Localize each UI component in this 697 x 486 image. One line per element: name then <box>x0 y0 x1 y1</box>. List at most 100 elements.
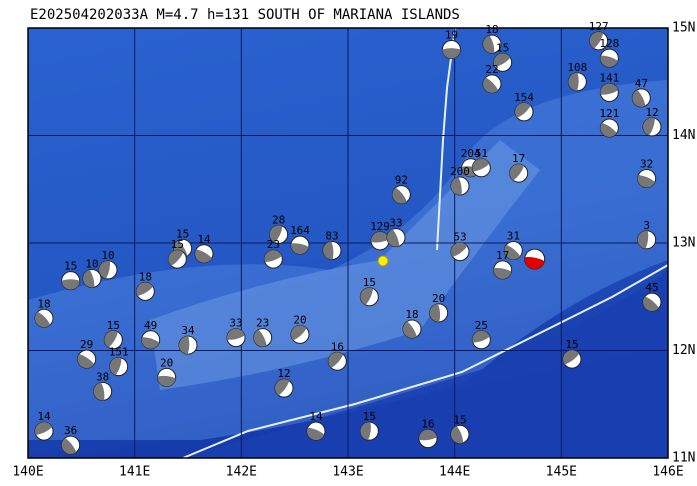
depth-label: 92 <box>395 174 408 187</box>
depth-label: 15 <box>363 410 376 423</box>
event: 108 <box>567 61 587 92</box>
beachball-quadrant <box>275 379 290 396</box>
beachball-quadrant <box>157 375 176 387</box>
event: 17 <box>509 152 529 183</box>
beachball-quadrant <box>643 117 655 136</box>
beachball-quadrant <box>589 31 604 49</box>
event: 10 <box>82 257 102 288</box>
depth-label: 14 <box>197 233 211 246</box>
beachball-quadrant <box>515 102 531 118</box>
beachball-quadrant <box>195 249 212 263</box>
depth-label: 154 <box>514 91 534 104</box>
station <box>377 255 389 267</box>
depth-label: 20 <box>160 356 173 369</box>
beachball-quadrant <box>568 72 579 91</box>
event: 18 <box>135 270 155 301</box>
beachball-quadrant <box>264 250 282 263</box>
beachball-quadrant <box>253 329 267 347</box>
event: 83 <box>322 230 342 261</box>
beachball-quadrant <box>419 429 437 441</box>
beachball-quadrant <box>429 303 441 322</box>
x-tick-label: 144E <box>439 465 470 480</box>
depth-label: 53 <box>453 231 466 244</box>
y-tick-label: 12N <box>672 343 695 358</box>
depth-label: 15 <box>363 276 376 289</box>
depth-label: 10 <box>85 257 98 270</box>
beachball-quadrant <box>34 311 51 328</box>
event: 47 <box>631 77 651 108</box>
beachball-quadrant <box>442 48 461 59</box>
beachball-quadrant <box>35 422 53 435</box>
trench <box>182 264 669 459</box>
depth-label: 20 <box>432 292 445 305</box>
depth-label: 33 <box>229 317 242 330</box>
event: 32 <box>637 158 657 188</box>
beachball-quadrant <box>83 269 95 288</box>
event: 31 <box>503 230 523 261</box>
beachball-quadrant <box>600 122 617 137</box>
event: 45 <box>642 281 662 312</box>
beachball-quadrant <box>387 229 400 247</box>
x-tick-label: 146E <box>652 465 683 480</box>
beachball-quadrant <box>643 296 659 312</box>
depth-label: 15 <box>176 227 189 240</box>
beachball-quadrant <box>472 330 490 343</box>
beachball-quadrant <box>402 321 417 338</box>
y-tick-label: 13N <box>672 236 695 251</box>
beachball-quadrant <box>600 55 618 68</box>
x-tick-label: 143E <box>332 465 363 480</box>
depth-label: 29 <box>80 338 93 351</box>
event: 164 <box>290 224 310 255</box>
depth-label: 20 <box>293 313 306 326</box>
beachball-quadrant <box>61 279 80 290</box>
y-tick-label: 15N <box>672 21 695 36</box>
events: 19 18 15 22 127 128 108 141 47 154 121 12 204 200 51 92… <box>34 20 662 455</box>
depth-label: 15 <box>496 41 509 54</box>
depth-label: 36 <box>64 424 77 437</box>
event: 33 <box>386 217 406 248</box>
beachball-quadrant <box>109 357 122 376</box>
event: 20 <box>290 313 310 344</box>
depth-label: 19 <box>445 29 458 42</box>
event: 14 <box>194 233 214 264</box>
x-tick-label: 145E <box>546 465 577 480</box>
event: 10 <box>98 249 118 280</box>
beachball-quadrant <box>451 177 462 196</box>
event: 15 <box>359 276 379 307</box>
event: 25 <box>471 319 491 350</box>
depth-label: 15 <box>565 338 578 351</box>
event: 15 <box>493 41 513 72</box>
depth-label: 12 <box>645 106 658 119</box>
event: 20 <box>429 292 449 323</box>
beachball-quadrant <box>632 89 646 107</box>
depth-label: 28 <box>272 213 285 226</box>
depth-label: 129 <box>370 220 390 233</box>
x-tick-label: 140E <box>12 465 43 480</box>
beachball-quadrant <box>451 425 464 444</box>
event: 22 <box>482 63 502 94</box>
beachball-quadrant <box>392 187 407 204</box>
event: 38 <box>93 370 113 401</box>
beachball-quadrant <box>104 330 118 348</box>
depth-label: 23 <box>267 238 280 251</box>
beachball-quadrant <box>504 244 521 260</box>
event: 15 <box>61 260 81 291</box>
beachball-quadrant <box>483 35 495 54</box>
depth-label: 31 <box>507 230 520 243</box>
x-tick-label: 142E <box>226 465 257 480</box>
event: 15 <box>103 319 123 350</box>
beachball-quadrant <box>563 350 580 365</box>
depth-label: 18 <box>405 308 418 321</box>
depth-label: 23 <box>256 317 269 330</box>
beachball-quadrant <box>307 427 325 441</box>
event: 15 <box>450 413 470 444</box>
beachball-quadrant <box>328 352 344 368</box>
event: 49 <box>141 319 161 350</box>
depth-label: 3 <box>643 219 650 232</box>
event: 127 <box>589 20 609 51</box>
beachball-quadrant <box>168 250 184 266</box>
depth-label: 141 <box>599 72 619 85</box>
depth-label: 49 <box>144 319 157 332</box>
